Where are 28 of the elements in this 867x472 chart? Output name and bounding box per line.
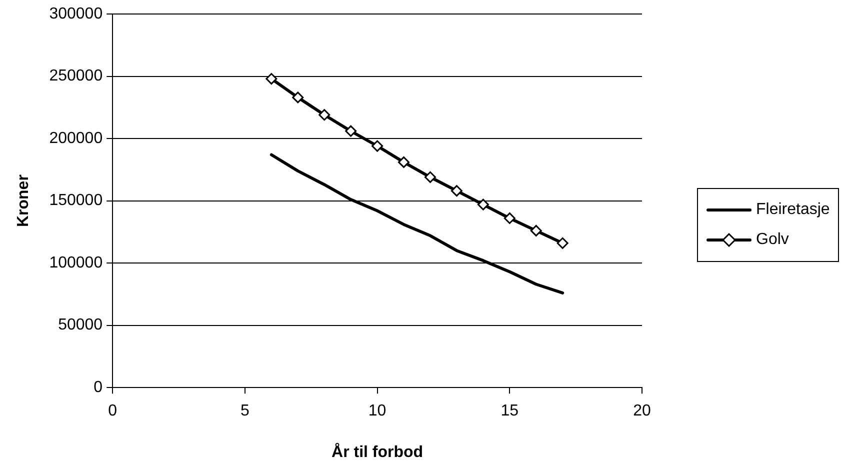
point [292, 92, 304, 104]
point [477, 198, 489, 210]
point [266, 73, 278, 85]
point [398, 156, 410, 168]
x-axis-title: År til forbod [332, 442, 424, 461]
x-tick-label: 15 [500, 402, 519, 420]
y-tick-label: 150000 [49, 192, 103, 210]
point [424, 171, 436, 183]
point [450, 185, 462, 197]
point [530, 224, 542, 236]
y-tick-label: 200000 [49, 130, 103, 147]
y-tick-label: 300000 [49, 5, 103, 22]
point [504, 212, 516, 224]
point [318, 109, 330, 121]
y-axis-title: Kroner [15, 174, 32, 228]
y-tick-label: 0 [94, 379, 103, 396]
legend-label: Fleiretasje [756, 201, 830, 219]
y-tick-label: 100000 [49, 254, 103, 272]
point [556, 237, 568, 249]
x-tick-label: 20 [633, 402, 651, 420]
y-tick-label: 50000 [58, 316, 103, 334]
y-tick-label: 250000 [49, 68, 103, 85]
x-tick-label: 5 [240, 402, 250, 420]
x-tick-label: 0 [108, 402, 118, 420]
x-tick-label: 10 [368, 402, 386, 420]
point [345, 125, 357, 137]
point [372, 140, 384, 152]
legend-label: Golv [756, 231, 789, 249]
